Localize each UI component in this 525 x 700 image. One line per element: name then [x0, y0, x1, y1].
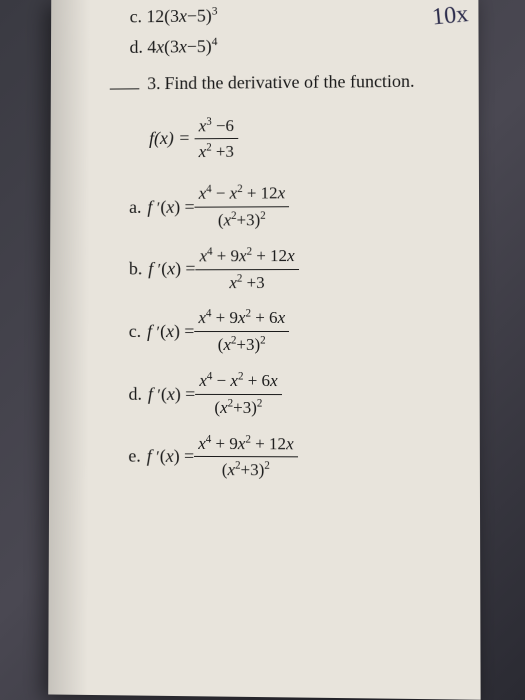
option-a-denominator: (x2+3)2: [213, 207, 269, 232]
question-number: 3.: [147, 72, 160, 97]
option-b-label: b.: [128, 257, 141, 282]
option-e-numerator: x4 + 9x2 + 12x: [194, 431, 297, 457]
option-b-fraction: x4 + 9x2 + 12x x2 +3: [195, 244, 298, 295]
option-d-denominator: (x2+3)2: [210, 395, 266, 420]
function-definition: f(x) = x3 −6 x2 +3: [148, 112, 448, 164]
fdef-fraction: x3 −6 x2 +3: [194, 114, 237, 164]
prior-d-expr: 4x(3x−5)4: [147, 36, 217, 56]
option-b-denominator: x2 +3: [225, 270, 268, 295]
option-e-label: e.: [128, 444, 140, 469]
option-c-lhs: f ′(x) =: [147, 319, 194, 344]
option-d-fraction: x4 − x2 + 6x (x2+3)2: [195, 369, 281, 420]
option-c-label: c.: [128, 319, 140, 344]
option-a-label: a.: [129, 195, 141, 220]
prior-option-c: c. 12(3x−5)3: [129, 1, 448, 30]
question-header: 3. Find the derivative of the function.: [109, 69, 448, 97]
handwritten-note: 10x: [430, 1, 469, 31]
option-c-fraction: x4 + 9x2 + 6x (x2+3)2: [194, 306, 289, 357]
prior-d-label: d.: [129, 37, 142, 57]
option-a-lhs: f ′(x) =: [147, 195, 194, 220]
option-a-numerator: x4 − x2 + 12x: [194, 181, 288, 207]
paper-page: 10x c. 12(3x−5)3 d. 4x(3x−5)4 3. Find th…: [48, 0, 480, 700]
option-a: a. f ′(x) = x4 − x2 + 12x (x2+3)2: [129, 181, 449, 233]
fdef-lhs: f(x) =: [149, 127, 195, 147]
answer-blank: [109, 89, 139, 90]
option-b: b. f ′(x) = x4 + 9x2 + 12x x2 +3: [128, 243, 448, 294]
option-d: d. f ′(x) = x4 − x2 + 6x (x2+3)2: [128, 369, 449, 420]
prior-option-d: d. 4x(3x−5)4: [129, 32, 448, 60]
prior-c-expr: 12(3x−5)3: [146, 6, 217, 27]
option-e-fraction: x4 + 9x2 + 12x (x2+3)2: [194, 431, 297, 482]
question-text: Find the derivative of the function.: [164, 69, 414, 96]
fdef-denominator: x2 +3: [194, 139, 237, 164]
option-e-denominator: (x2+3)2: [217, 457, 273, 482]
option-b-numerator: x4 + 9x2 + 12x: [195, 244, 298, 270]
option-d-lhs: f ′(x) =: [147, 382, 194, 407]
option-e-lhs: f ′(x) =: [146, 444, 194, 469]
prior-c-label: c.: [129, 7, 141, 27]
option-e: e. f ′(x) = x4 + 9x2 + 12x (x2+3)2: [128, 431, 449, 483]
content-area: c. 12(3x−5)3 d. 4x(3x−5)4 3. Find the de…: [108, 1, 449, 483]
option-c-denominator: (x2+3)2: [213, 332, 269, 357]
option-d-numerator: x4 − x2 + 6x: [195, 369, 281, 395]
option-a-fraction: x4 − x2 + 12x (x2+3)2: [194, 181, 289, 232]
option-d-label: d.: [128, 381, 141, 406]
option-b-lhs: f ′(x) =: [148, 257, 195, 282]
option-c-numerator: x4 + 9x2 + 6x: [194, 306, 289, 332]
option-c: c. f ′(x) = x4 + 9x2 + 6x (x2+3)2: [128, 306, 448, 357]
fdef-numerator: x3 −6: [194, 114, 237, 140]
